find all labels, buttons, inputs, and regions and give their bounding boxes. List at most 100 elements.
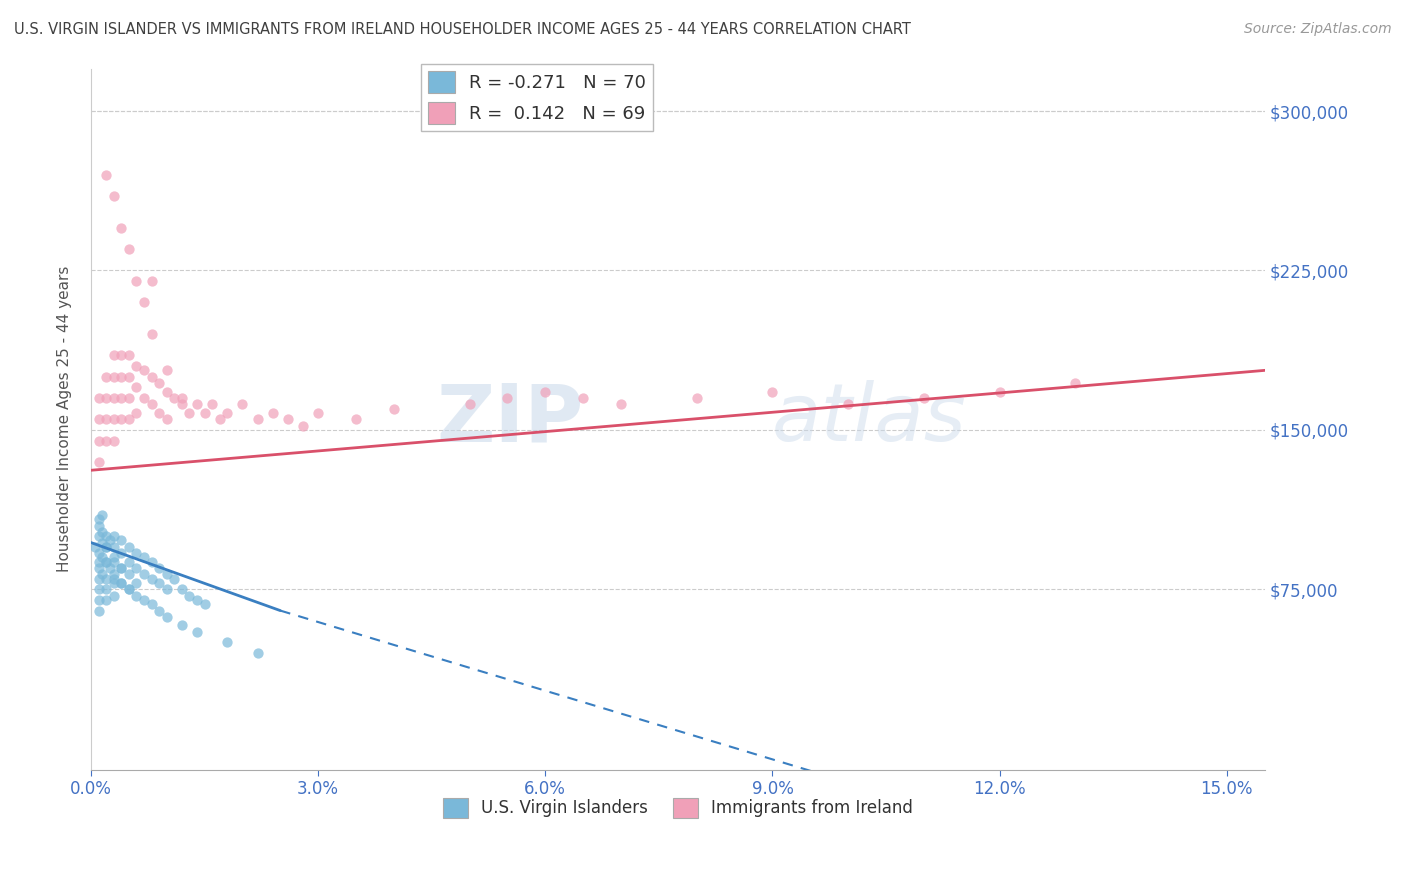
Point [110, 546, 132, 560]
Point [94, 412, 117, 426]
Point [141, 327, 163, 342]
Point [103, 572, 125, 586]
Point [98, 561, 121, 575]
Point [118, 369, 141, 384]
Point [110, 221, 132, 235]
Point [94, 391, 117, 405]
Point [98, 533, 121, 548]
Point [91, 567, 114, 582]
Point [125, 406, 148, 420]
Point [94, 529, 117, 543]
Point [141, 274, 163, 288]
Point [125, 546, 148, 560]
Point [118, 349, 141, 363]
Point [163, 572, 186, 586]
Point [156, 582, 179, 597]
Point [103, 540, 125, 554]
Point [91, 508, 114, 522]
Point [132, 593, 155, 607]
Point [118, 582, 141, 597]
Point [94, 369, 117, 384]
Point [125, 589, 148, 603]
Point [231, 397, 253, 411]
Point [277, 412, 299, 426]
Point [132, 550, 155, 565]
Point [156, 412, 179, 426]
Point [91, 535, 114, 549]
Point [125, 359, 148, 373]
Point [87, 529, 110, 543]
Point [125, 274, 148, 288]
Point [217, 406, 239, 420]
Point [132, 363, 155, 377]
Point [246, 412, 269, 426]
Point [87, 603, 110, 617]
Point [686, 391, 709, 405]
Point [110, 369, 132, 384]
Text: Source: ZipAtlas.com: Source: ZipAtlas.com [1244, 22, 1392, 37]
Point [148, 603, 170, 617]
Point [91, 550, 114, 565]
Point [110, 576, 132, 591]
Point [125, 561, 148, 575]
Point [87, 555, 110, 569]
Point [132, 567, 155, 582]
Point [156, 567, 179, 582]
Point [170, 391, 193, 405]
Text: atlas: atlas [772, 380, 966, 458]
Point [141, 597, 163, 611]
Point [110, 533, 132, 548]
Point [118, 242, 141, 256]
Point [201, 397, 224, 411]
Point [132, 295, 155, 310]
Point [132, 391, 155, 405]
Point [94, 434, 117, 448]
Point [186, 624, 208, 639]
Point [170, 397, 193, 411]
Point [118, 582, 141, 597]
Point [148, 406, 170, 420]
Point [179, 589, 201, 603]
Point [118, 567, 141, 582]
Point [141, 369, 163, 384]
Point [87, 434, 110, 448]
Point [125, 576, 148, 591]
Point [141, 397, 163, 411]
Point [87, 512, 110, 526]
Point [103, 567, 125, 582]
Point [761, 384, 783, 399]
Point [94, 593, 117, 607]
Point [1064, 376, 1087, 391]
Point [110, 349, 132, 363]
Point [156, 384, 179, 399]
Point [496, 391, 519, 405]
Point [344, 412, 367, 426]
Point [912, 391, 935, 405]
Point [125, 380, 148, 394]
Point [163, 391, 186, 405]
Point [307, 406, 329, 420]
Point [186, 397, 208, 411]
Point [91, 524, 114, 539]
Point [110, 391, 132, 405]
Point [110, 576, 132, 591]
Point [170, 582, 193, 597]
Text: U.S. VIRGIN ISLANDER VS IMMIGRANTS FROM IRELAND HOUSEHOLDER INCOME AGES 25 - 44 : U.S. VIRGIN ISLANDER VS IMMIGRANTS FROM … [14, 22, 911, 37]
Point [103, 555, 125, 569]
Point [103, 576, 125, 591]
Point [141, 572, 163, 586]
Point [103, 369, 125, 384]
Point [572, 391, 595, 405]
Point [179, 406, 201, 420]
Point [87, 582, 110, 597]
Point [148, 576, 170, 591]
Legend: U.S. Virgin Islanders, Immigrants from Ireland: U.S. Virgin Islanders, Immigrants from I… [436, 791, 920, 825]
Point [148, 561, 170, 575]
Point [94, 540, 117, 554]
Point [193, 597, 215, 611]
Point [94, 540, 117, 554]
Point [103, 550, 125, 565]
Point [170, 618, 193, 632]
Point [534, 384, 557, 399]
Point [193, 406, 215, 420]
